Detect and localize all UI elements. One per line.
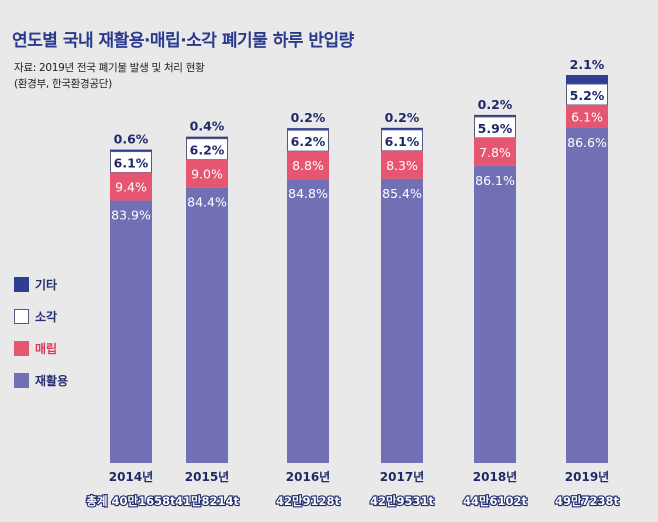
data-label-incineration: 6.2% — [190, 143, 225, 158]
data-label-etc: 0.6% — [114, 132, 149, 147]
data-label-etc: 0.2% — [478, 97, 513, 112]
data-label-recycling: 83.9% — [111, 208, 151, 223]
legend-label: 소각 — [35, 309, 58, 324]
total-label: 49만7238t — [555, 494, 620, 508]
bar-segment-recycling — [186, 187, 228, 463]
x-tick-label: 2019년 — [565, 470, 609, 484]
data-label-landfill: 9.4% — [115, 180, 147, 195]
data-label-landfill: 8.8% — [292, 158, 324, 173]
bar-segment-etc — [287, 128, 329, 131]
bar-segment-landfill — [566, 105, 608, 128]
bar-segment-recycling — [287, 179, 329, 463]
bar-segment-recycling — [474, 165, 516, 463]
data-label-recycling: 85.4% — [382, 186, 422, 201]
legend-label: 기타 — [35, 277, 58, 292]
data-label-incineration: 6.1% — [114, 156, 149, 171]
legend-item-incineration: 소각 — [14, 308, 68, 324]
data-label-recycling: 86.6% — [567, 135, 607, 150]
bar-segment-landfill — [474, 137, 516, 166]
bar-segment-landfill — [381, 150, 423, 179]
legend-swatch-etc — [14, 276, 29, 292]
data-label-incineration: 5.9% — [478, 121, 513, 136]
bar-segment-etc — [474, 114, 516, 117]
data-label-incineration: 5.2% — [570, 88, 605, 103]
total-label: 44만6102t — [463, 494, 528, 508]
data-label-landfill: 8.3% — [386, 158, 418, 173]
legend-label: 재활용 — [35, 373, 69, 388]
bar-segment-recycling — [381, 178, 423, 464]
bar-segment-etc — [381, 127, 423, 130]
data-label-etc: 2.1% — [570, 57, 605, 72]
bar-segment-etc — [186, 136, 228, 139]
data-label-etc: 0.2% — [291, 110, 326, 125]
data-label-landfill: 9.0% — [191, 167, 223, 182]
x-tick-label: 2016년 — [286, 470, 330, 484]
total-label: 42만9531t — [370, 494, 435, 508]
chart-title: 연도별 국내 재활용·매립·소각 폐기물 하루 반입량 — [12, 31, 354, 51]
total-label: 42만9128t — [276, 494, 341, 508]
bar-segment-recycling — [110, 200, 152, 463]
data-label-recycling: 84.4% — [187, 195, 227, 210]
data-label-landfill: 6.1% — [571, 110, 603, 125]
x-tick-label: 2014년 — [109, 470, 153, 484]
legend-item-landfill: 매립 — [14, 340, 68, 356]
legend: 기타 소각 매립 재활용 — [14, 276, 69, 405]
data-label-incineration: 6.1% — [385, 134, 420, 149]
x-tick-label: 2015년 — [185, 470, 229, 484]
data-label-etc: 0.2% — [385, 110, 420, 125]
bar-segment-etc — [566, 75, 608, 84]
source-note: 자료: 2019년 전국 폐기물 발생 및 처리 현황 (환경부, 한국환경공단… — [14, 60, 205, 92]
total-label: 41만8214t — [175, 494, 240, 508]
legend-item-etc: 기타 — [14, 276, 68, 292]
source-line-1: 자료: 2019년 전국 폐기물 발생 및 처리 현황 — [14, 62, 205, 74]
x-tick-label: 2018년 — [473, 470, 517, 484]
source-line-2: (환경부, 한국환경공단) — [14, 78, 112, 90]
data-label-etc: 0.4% — [190, 119, 225, 134]
legend-item-recycling: 재활용 — [14, 372, 69, 388]
bar-segment-etc — [110, 149, 152, 152]
data-label-recycling: 84.8% — [288, 186, 328, 201]
data-label-recycling: 86.1% — [475, 173, 515, 188]
legend-swatch-recycling — [14, 372, 29, 388]
data-label-landfill: 7.8% — [479, 145, 511, 160]
bar-segment-landfill — [287, 151, 329, 180]
bar-segment-landfill — [186, 159, 228, 188]
legend-swatch-incineration — [14, 308, 29, 324]
legend-swatch-landfill — [14, 340, 29, 356]
total-label: 총계 40만1658t — [86, 494, 176, 508]
x-tick-label: 2017년 — [380, 470, 424, 484]
bar-segment-recycling — [566, 128, 608, 463]
data-label-incineration: 6.2% — [291, 134, 326, 149]
legend-label: 매립 — [35, 341, 58, 356]
bar-segment-landfill — [110, 172, 152, 201]
